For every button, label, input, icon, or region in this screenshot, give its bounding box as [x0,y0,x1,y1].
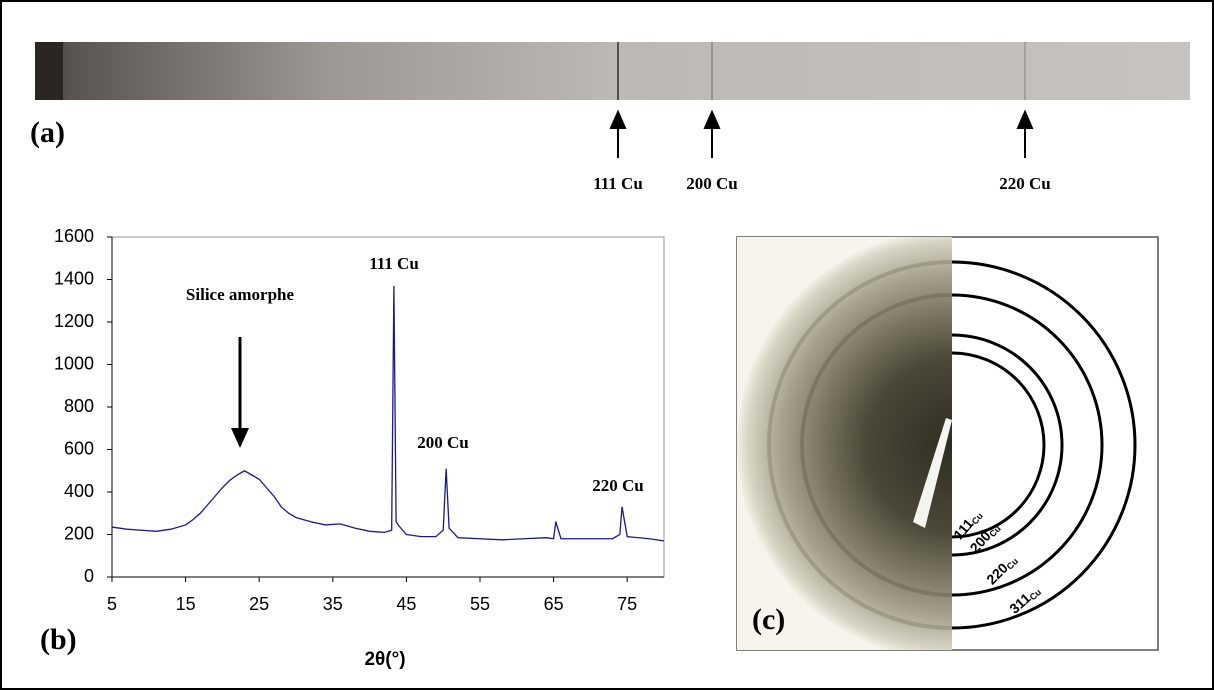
xrd-chart: 0 200 400 600 800 1000 1200 1400 1600 5 15 25 35 45 55… [54,226,665,614]
annotation: Silice amorphe [186,285,295,304]
x-tick-label: 5 [107,594,117,614]
annotation: 220 Cu [592,476,643,495]
film-edge [35,42,63,100]
x-tick-label: 25 [249,594,269,614]
x-tick-label: 15 [176,594,196,614]
data-line [111,285,665,542]
y-tick-label: 200 [64,523,94,543]
panel-label: (c) [752,603,785,636]
x-axis-label: 2θ(°) [364,649,405,670]
x-tick-label: 35 [323,594,343,614]
y-tick-label: 1400 [54,268,94,288]
y-tick-label: 1600 [54,226,94,246]
peak-label: 220 Cu [999,174,1050,193]
peak-label: 200 Cu [686,174,737,193]
y-tick-label: 600 [64,438,94,458]
y-tick-label: 1000 [54,353,94,373]
x-tick-label: 55 [470,594,490,614]
arrows-a [609,109,1034,158]
panel-label: (a) [30,116,65,149]
ring-diagram [952,260,1137,630]
annotation-arrow [231,337,249,448]
y-tick-label: 1200 [54,311,94,331]
x-tick-label: 75 [617,594,637,614]
y-tick-label: 0 [84,566,94,586]
plot-area [111,236,665,578]
y-tick-label: 800 [64,396,94,416]
x-tick-label: 45 [396,594,416,614]
x-tick-label: 65 [544,594,564,614]
peak-label: 111 Cu [593,174,643,193]
film-strip [35,42,1190,100]
annotation: 111 Cu [369,254,419,273]
diffraction-image [737,237,952,650]
panel-label: (b) [40,623,77,656]
annotation: 200 Cu [417,433,468,452]
y-tick-label: 400 [64,481,94,501]
